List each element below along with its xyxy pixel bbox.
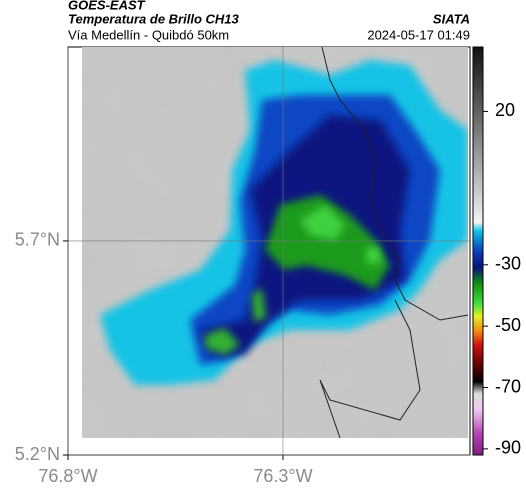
border-lines xyxy=(319,46,469,439)
x-tick-label: 76.8°W xyxy=(38,466,97,486)
colorbar-label: -50 xyxy=(495,315,521,335)
colorbar-label: -70 xyxy=(495,376,521,396)
x-tick-label: 76.3°W xyxy=(253,466,312,486)
subtitle: Vía Medellín - Quibdó 50km xyxy=(68,27,229,42)
credit: SIATA xyxy=(433,11,470,26)
colorbar-label: -90 xyxy=(495,438,521,458)
y-tick-label: 5.7°N xyxy=(15,230,60,250)
title: Temperatura de Brillo CH13 xyxy=(68,11,240,26)
colorbar-label: 20 xyxy=(495,100,515,120)
y-tick-label: 5.2°N xyxy=(15,444,60,464)
satellite-image xyxy=(82,47,468,438)
colorbar-label: -30 xyxy=(495,254,521,274)
source: GOES-EAST xyxy=(68,0,146,12)
colorbar xyxy=(472,46,484,456)
timestamp: 2024-05-17 01:49 xyxy=(367,27,470,42)
